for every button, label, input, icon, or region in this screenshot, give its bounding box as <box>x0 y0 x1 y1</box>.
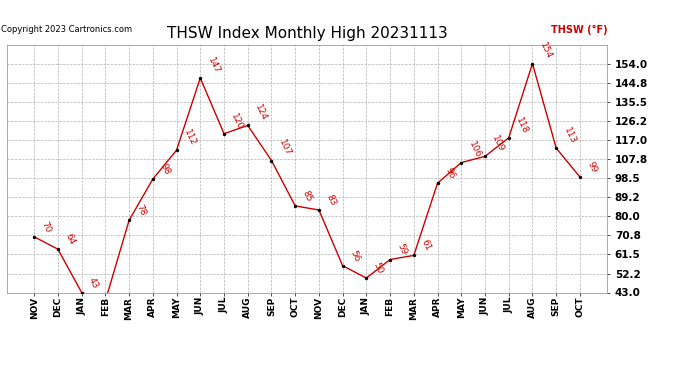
Text: 107: 107 <box>277 138 293 158</box>
Text: 109: 109 <box>491 134 506 154</box>
Text: 39: 39 <box>0 374 1 375</box>
Text: 70: 70 <box>40 220 52 234</box>
Text: Copyright 2023 Cartronics.com: Copyright 2023 Cartronics.com <box>1 25 132 34</box>
Text: 120: 120 <box>230 112 245 131</box>
Text: 99: 99 <box>586 160 598 174</box>
Point <box>171 147 182 153</box>
Point <box>76 290 87 296</box>
Point <box>124 217 135 223</box>
Point <box>384 256 395 262</box>
Point <box>266 158 277 164</box>
Text: 118: 118 <box>514 116 530 135</box>
Point <box>361 275 372 281</box>
Text: 43: 43 <box>87 276 100 290</box>
Point <box>313 207 324 213</box>
Text: 124: 124 <box>253 104 268 123</box>
Text: 106: 106 <box>467 140 482 160</box>
Text: 50: 50 <box>372 261 385 275</box>
Text: 83: 83 <box>324 193 337 207</box>
Text: 96: 96 <box>443 166 456 180</box>
Point <box>503 135 514 141</box>
Point <box>290 203 301 209</box>
Text: 112: 112 <box>182 128 197 147</box>
Text: 113: 113 <box>562 126 578 146</box>
Text: 56: 56 <box>348 249 361 263</box>
Text: 59: 59 <box>395 243 408 257</box>
Point <box>480 153 491 159</box>
Text: 154: 154 <box>538 42 553 61</box>
Text: 147: 147 <box>206 56 221 75</box>
Point <box>551 145 562 151</box>
Point <box>242 122 253 128</box>
Point <box>337 263 348 269</box>
Text: THSW (°F): THSW (°F) <box>551 25 607 35</box>
Text: 98: 98 <box>159 162 171 176</box>
Point <box>147 176 158 182</box>
Point <box>100 298 111 304</box>
Point <box>574 174 585 180</box>
Point <box>29 234 40 240</box>
Point <box>52 246 63 252</box>
Text: 85: 85 <box>301 189 314 203</box>
Point <box>456 160 467 166</box>
Point <box>432 180 443 186</box>
Point <box>408 252 420 258</box>
Point <box>527 60 538 67</box>
Text: 78: 78 <box>135 203 148 217</box>
Title: THSW Index Monthly High 20231113: THSW Index Monthly High 20231113 <box>167 26 447 41</box>
Text: 64: 64 <box>63 232 77 246</box>
Text: 61: 61 <box>420 238 433 253</box>
Point <box>219 131 230 137</box>
Point <box>195 75 206 81</box>
